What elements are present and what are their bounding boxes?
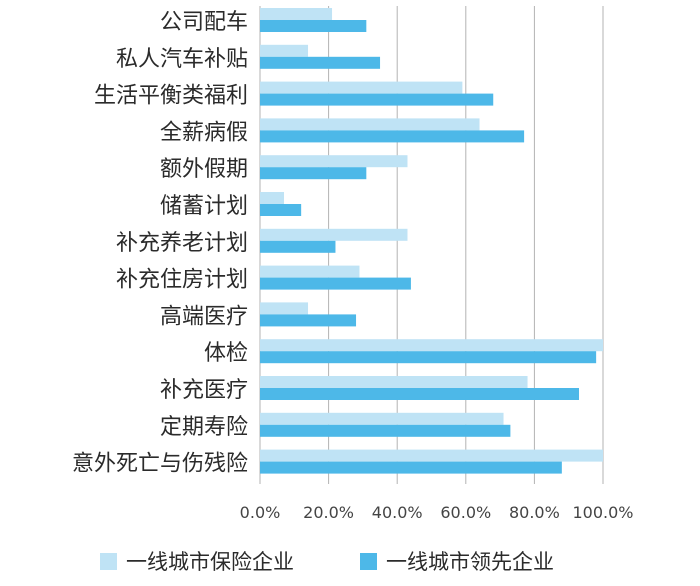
category-label: 私人汽车补贴 bbox=[116, 47, 248, 72]
category-label: 补充医疗 bbox=[160, 378, 248, 403]
bar-insurance bbox=[260, 412, 504, 425]
bar-leading bbox=[260, 277, 411, 290]
category-label: 全薪病假 bbox=[160, 120, 248, 145]
category-labels: 公司配车私人汽车补贴生活平衡类福利全薪病假额外假期储蓄计划补充养老计划补充住房计… bbox=[72, 10, 248, 477]
x-tick-label: 60.0% bbox=[440, 503, 491, 522]
category-label: 高端医疗 bbox=[160, 304, 248, 329]
x-tick-label: 80.0% bbox=[509, 503, 560, 522]
bar-leading bbox=[260, 424, 511, 437]
bar-insurance bbox=[260, 44, 309, 57]
bars bbox=[260, 8, 603, 474]
bar-insurance bbox=[260, 118, 480, 131]
bar-insurance bbox=[260, 192, 285, 204]
bar-insurance bbox=[260, 449, 603, 462]
legend: 一线城市保险企业 一线城市领先企业 bbox=[100, 550, 554, 574]
x-tick-labels: 0.0% 20.0% 40.0% 60.0% 80.0% 100.0% bbox=[240, 503, 634, 522]
bar-leading bbox=[260, 56, 381, 69]
bar-insurance bbox=[260, 339, 603, 352]
legend-label: 一线城市保险企业 bbox=[126, 550, 294, 574]
category-label: 补充养老计划 bbox=[116, 231, 248, 256]
legend-swatch bbox=[100, 553, 117, 570]
bar-leading bbox=[260, 130, 525, 143]
category-label: 公司配车 bbox=[160, 10, 248, 35]
category-label: 定期寿险 bbox=[160, 415, 248, 440]
category-label: 额外假期 bbox=[160, 157, 248, 182]
bar-leading bbox=[260, 314, 357, 327]
x-tick-label: 40.0% bbox=[372, 503, 423, 522]
bar-leading bbox=[260, 240, 336, 253]
bar-insurance bbox=[260, 81, 463, 94]
bar-leading bbox=[260, 93, 494, 106]
x-tick-label: 0.0% bbox=[240, 503, 281, 522]
bar-leading bbox=[260, 461, 562, 474]
bar-leading bbox=[260, 204, 302, 216]
category-label: 体检 bbox=[204, 341, 248, 366]
bar-insurance bbox=[260, 8, 333, 20]
bar-leading bbox=[260, 167, 367, 180]
bar-insurance bbox=[260, 228, 408, 241]
bar-insurance bbox=[260, 265, 360, 278]
category-label: 意外死亡与伤残险 bbox=[72, 452, 248, 477]
bar-leading bbox=[260, 351, 597, 364]
category-label: 生活平衡类福利 bbox=[94, 84, 248, 109]
legend-label: 一线城市领先企业 bbox=[386, 550, 554, 574]
bar-leading bbox=[260, 388, 579, 400]
category-label: 补充住房计划 bbox=[116, 268, 248, 293]
legend-swatch bbox=[360, 553, 377, 570]
bar-leading bbox=[260, 20, 367, 32]
bar-insurance bbox=[260, 302, 309, 315]
bar-insurance bbox=[260, 155, 408, 168]
x-tick-label: 100.0% bbox=[572, 503, 633, 522]
bar-insurance bbox=[260, 376, 528, 388]
category-label: 储蓄计划 bbox=[160, 194, 248, 219]
x-tick-label: 20.0% bbox=[303, 503, 354, 522]
